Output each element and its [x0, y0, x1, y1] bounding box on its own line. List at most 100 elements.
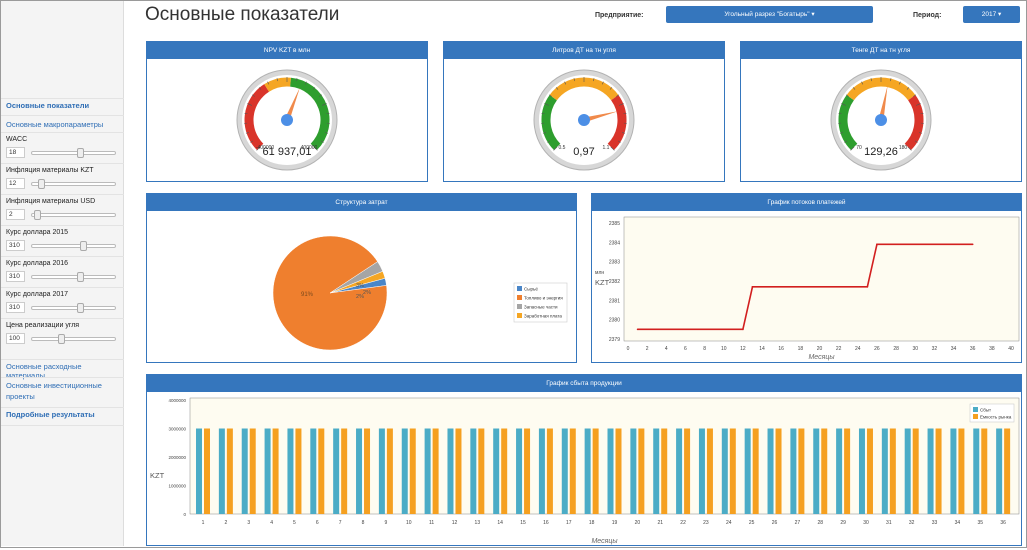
x-tick-label: 32	[932, 346, 938, 352]
param-value-input[interactable]: 310	[6, 240, 25, 251]
y-tick-label: 3000000	[168, 427, 186, 432]
enterprise-dropdown[interactable]: Угольный разрез "Богатырь" ▾	[666, 6, 873, 23]
sidebar-item-main-indicators[interactable]: Основные показатели	[1, 98, 124, 116]
x-tick-label: 12	[452, 520, 458, 526]
slider-handle[interactable]	[58, 334, 65, 344]
period-dropdown[interactable]: 2017 ▾	[963, 6, 1020, 23]
bar-sales	[196, 429, 202, 515]
gauge-max-label: 1.1	[603, 145, 610, 151]
bar-sales	[859, 429, 865, 515]
slider-handle[interactable]	[80, 241, 87, 251]
x-tick-label: 23	[703, 520, 709, 526]
gauge-hub	[281, 114, 293, 126]
slider-handle[interactable]	[77, 148, 84, 158]
x-tick-label: 6	[684, 346, 687, 352]
bar-market-capacity	[776, 429, 782, 515]
bar-market-capacity	[455, 429, 461, 515]
y-axis-label: KZT	[150, 471, 165, 480]
x-tick-label: 31	[886, 520, 892, 526]
param-value-input[interactable]: 310	[6, 302, 25, 313]
x-tick-label: 4	[665, 346, 668, 352]
param-slider[interactable]	[31, 151, 116, 155]
y-tick-label: 4000000	[168, 398, 186, 403]
param-slider[interactable]	[31, 182, 116, 186]
param-slider[interactable]	[31, 337, 116, 341]
bar-market-capacity	[638, 429, 644, 515]
sidebar-item-invest[interactable]: Основные инвестиционные проекты	[1, 377, 124, 402]
param-value-input[interactable]: 310	[6, 271, 25, 282]
series-point	[972, 243, 974, 245]
param-value-input[interactable]: 18	[6, 147, 25, 158]
sidebar: Основные показатели Основные макропараме…	[1, 1, 124, 546]
x-tick-label: 2	[646, 346, 649, 352]
x-tick-label: 8	[362, 520, 365, 526]
bar-market-capacity	[1004, 429, 1010, 515]
bar-market-capacity	[204, 429, 210, 515]
bar-legend-swatch	[973, 414, 978, 419]
bar-sales	[790, 429, 796, 515]
gauge-hub	[875, 114, 887, 126]
series-point	[867, 286, 869, 288]
x-tick-label: 0	[627, 346, 630, 352]
gauge-title: Литров ДТ на тн угля	[444, 42, 724, 59]
bar-market-capacity	[273, 429, 279, 515]
slider-handle[interactable]	[38, 179, 45, 189]
x-tick-label: 13	[475, 520, 481, 526]
param-value-input[interactable]: 100	[6, 333, 25, 344]
x-tick-label: 28	[817, 520, 823, 526]
sidebar-item-results[interactable]: Подробные результаты	[1, 407, 124, 426]
param-slider[interactable]	[31, 213, 116, 217]
bar-market-capacity	[890, 429, 896, 515]
x-tick-label: 36	[1000, 520, 1006, 526]
param-slider[interactable]	[31, 275, 116, 279]
page-title: Основные показатели	[145, 4, 339, 26]
param-label: Курс доллара 2017	[6, 291, 68, 298]
bar-sales	[265, 429, 271, 515]
line-title: График потоков платежей	[592, 194, 1021, 211]
x-tick-label: 18	[589, 520, 595, 526]
x-tick-label: 35	[977, 520, 983, 526]
x-tick-label: 30	[912, 346, 918, 352]
bar-sales	[447, 429, 453, 515]
bar-legend-label: Сбыт	[980, 408, 991, 413]
bar-market-capacity	[593, 429, 599, 515]
sidebar-item-macro-params[interactable]: Основные макропараметры	[1, 120, 108, 129]
slider-handle[interactable]	[34, 210, 41, 220]
bar-market-capacity	[570, 429, 576, 515]
param-label: Цена реализации угля	[6, 322, 79, 329]
slider-handle[interactable]	[77, 303, 84, 313]
y-tick-label: 2380	[609, 318, 620, 324]
bar-sales	[310, 429, 316, 515]
bar-sales	[905, 429, 911, 515]
bar-market-capacity	[410, 429, 416, 515]
gauge-value: 129,26	[864, 146, 898, 158]
x-tick-label: 11	[429, 520, 434, 526]
param-value-input[interactable]: 12	[6, 178, 25, 189]
slider-handle[interactable]	[77, 272, 84, 282]
param-slider[interactable]	[31, 244, 116, 248]
gauge-hub	[578, 114, 590, 126]
bar-market-capacity	[478, 429, 484, 515]
pie-data-label: 91%	[301, 292, 314, 298]
plot-area	[624, 217, 1019, 341]
bar-sales	[608, 429, 614, 515]
x-tick-label: 12	[740, 346, 746, 352]
x-tick-label: 14	[497, 520, 503, 526]
bar-legend-swatch	[973, 407, 978, 412]
bar-market-capacity	[295, 429, 301, 515]
x-tick-label: 22	[836, 346, 842, 352]
x-tick-label: 14	[759, 346, 765, 352]
param-value-input[interactable]: 2	[6, 209, 25, 220]
param-slider[interactable]	[31, 306, 116, 310]
bar-market-capacity	[661, 429, 667, 515]
bar-sales	[813, 429, 819, 515]
param-label: Инфляция материалы USD	[6, 198, 95, 205]
bar-sales	[722, 429, 728, 515]
macro-param-row: Курс доллара 2017 310	[1, 287, 124, 318]
x-tick-label: 10	[406, 520, 412, 526]
bar-sales	[882, 429, 888, 515]
